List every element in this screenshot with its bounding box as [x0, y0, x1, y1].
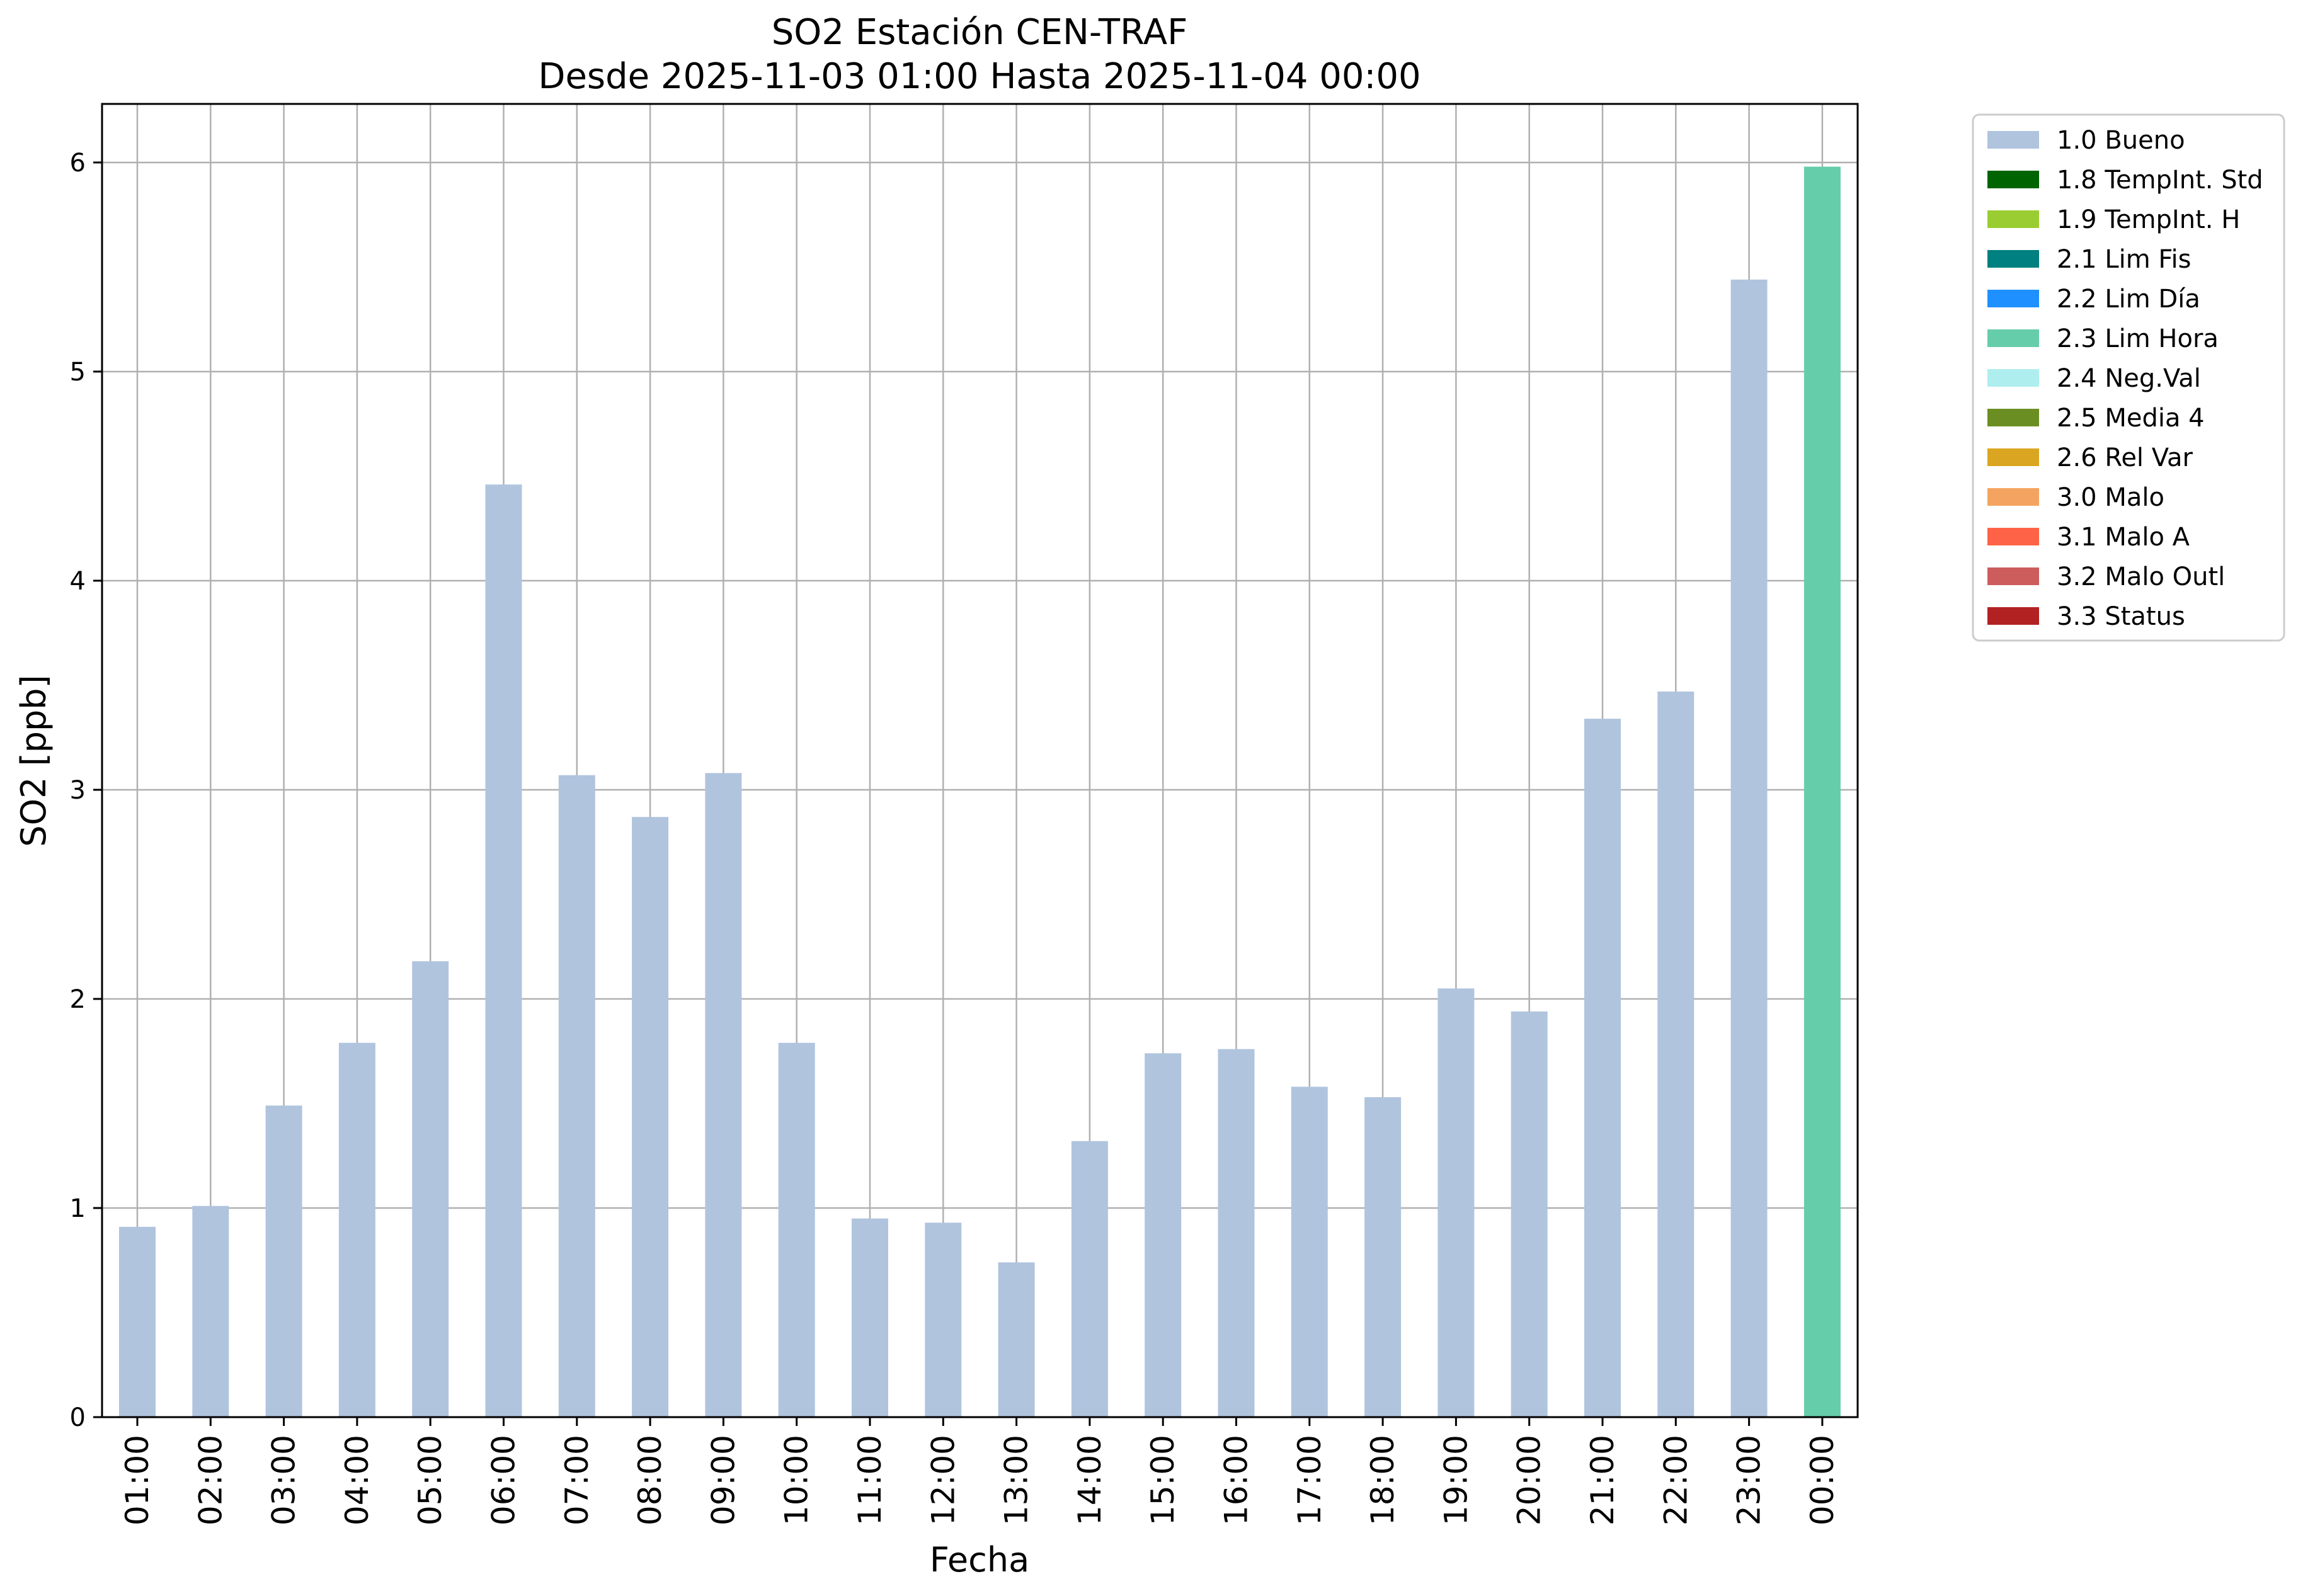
legend-label: 3.2 Malo Outl [2057, 562, 2225, 591]
legend-swatch [1987, 607, 2039, 625]
bar-1400 [1071, 1141, 1108, 1417]
bar-1800 [1364, 1097, 1402, 1417]
bar-0900 [705, 773, 742, 1417]
legend-label: 1.8 TempInt. Std [2057, 166, 2263, 195]
y-axis-ticks: 0 1 2 3 4 5 6 [70, 149, 102, 1432]
bar-1900 [1437, 988, 1475, 1417]
bar-0200 [192, 1206, 229, 1417]
legend-swatch [1987, 409, 2039, 426]
x-tick-label: 11:00 [852, 1435, 888, 1525]
legend-swatch [1987, 171, 2039, 188]
x-tick-label: 01:00 [119, 1435, 156, 1525]
x-tick-label: 12:00 [925, 1435, 961, 1525]
legend-swatch [1987, 567, 2039, 585]
legend-swatch [1987, 448, 2039, 466]
x-tick-label: 10:00 [779, 1435, 815, 1525]
bar-1000 [778, 1042, 815, 1417]
x-tick-label: 22:00 [1657, 1435, 1694, 1525]
legend-label: 3.3 Status [2057, 602, 2185, 631]
legend-swatch [1987, 488, 2039, 506]
legend-label: 1.9 TempInt. H [2057, 205, 2240, 234]
bar-0500 [412, 961, 449, 1417]
bar-0600 [485, 484, 522, 1417]
legend-label: 2.3 Lim Hora [2057, 324, 2219, 353]
bars [119, 166, 1841, 1417]
legend-swatch [1987, 329, 2039, 347]
x-tick-label: 05:00 [412, 1435, 449, 1525]
x-tick-label: 00:00 [1804, 1435, 1841, 1525]
bar-2000 [1511, 1011, 1548, 1417]
y-tick-label: 3 [70, 776, 86, 805]
x-axis-label: Fecha [930, 1540, 1029, 1580]
x-tick-label: 23:00 [1731, 1435, 1768, 1525]
legend-label: 3.1 Malo A [2057, 523, 2190, 552]
legend-label: 3.0 Malo [2057, 483, 2164, 512]
legend-label: 2.5 Media 4 [2057, 404, 2205, 433]
bar-1200 [925, 1223, 962, 1417]
bar-2300 [1730, 279, 1768, 1417]
bar-1600 [1218, 1049, 1255, 1417]
legend-swatch [1987, 369, 2039, 387]
bar-1300 [998, 1262, 1035, 1417]
x-tick-label: 07:00 [559, 1435, 595, 1525]
legend-label: 2.2 Lim Día [2057, 285, 2200, 314]
bar-0700 [558, 775, 595, 1417]
y-tick-label: 2 [70, 985, 86, 1014]
bar-1100 [852, 1218, 888, 1417]
bar-2200 [1657, 691, 1694, 1417]
x-tick-label: 16:00 [1218, 1435, 1255, 1525]
bar-1700 [1291, 1086, 1328, 1417]
legend-swatch [1987, 250, 2039, 268]
x-tick-label: 02:00 [192, 1435, 229, 1525]
chart-subtitle: Desde 2025-11-03 01:00 Hasta 2025-11-04 … [538, 56, 1420, 97]
x-tick-label: 08:00 [632, 1435, 668, 1525]
legend-frame [1972, 113, 2285, 642]
y-axis-label: SO2 [ppb] [14, 675, 54, 846]
legend-swatch [1987, 210, 2039, 228]
y-tick-label: 5 [70, 358, 86, 387]
y-tick-label: 0 [70, 1403, 86, 1432]
legend-label: 2.4 Neg.Val [2057, 364, 2201, 393]
bar-0800 [632, 817, 669, 1417]
x-tick-label: 13:00 [998, 1435, 1035, 1525]
x-tick-label: 20:00 [1511, 1435, 1548, 1525]
legend-label: 1.0 Bueno [2057, 126, 2185, 155]
y-tick-label: 1 [70, 1194, 86, 1223]
bar-0300 [265, 1105, 302, 1417]
legend-swatch [1987, 528, 2039, 545]
x-tick-label: 14:00 [1071, 1435, 1108, 1525]
x-tick-label: 21:00 [1584, 1435, 1621, 1525]
x-tick-label: 09:00 [705, 1435, 741, 1525]
x-tick-label: 03:00 [266, 1435, 302, 1525]
chart-title: SO2 Estación CEN-TRAF [772, 12, 1188, 53]
legend-label: 2.6 Rel Var [2057, 443, 2193, 472]
legend-label: 2.1 Lim Fis [2057, 245, 2191, 274]
bar-0100 [119, 1226, 156, 1417]
legend-swatch [1987, 131, 2039, 149]
x-tick-label: 15:00 [1145, 1435, 1181, 1525]
x-tick-label: 04:00 [339, 1435, 375, 1525]
bar-2100 [1584, 719, 1621, 1417]
bar-1500 [1145, 1053, 1182, 1417]
x-tick-label: 19:00 [1437, 1435, 1474, 1525]
y-tick-label: 6 [70, 149, 86, 178]
y-tick-label: 4 [70, 567, 86, 596]
x-axis-ticks: 01:00 02:00 03:00 04:00 05:00 06:00 07:00 08:00… [119, 1417, 1841, 1525]
legend: 1.0 Bueno 1.8 TempInt. Std 1.9 TempInt. H 2… [1972, 113, 2285, 642]
x-tick-label: 06:00 [486, 1435, 522, 1525]
x-tick-label: 17:00 [1291, 1435, 1328, 1525]
x-tick-label: 18:00 [1364, 1435, 1401, 1525]
legend-swatch [1987, 290, 2039, 307]
plot-frame [101, 103, 1859, 1418]
bar-0000 [1803, 166, 1841, 1417]
bar-0400 [338, 1042, 375, 1417]
